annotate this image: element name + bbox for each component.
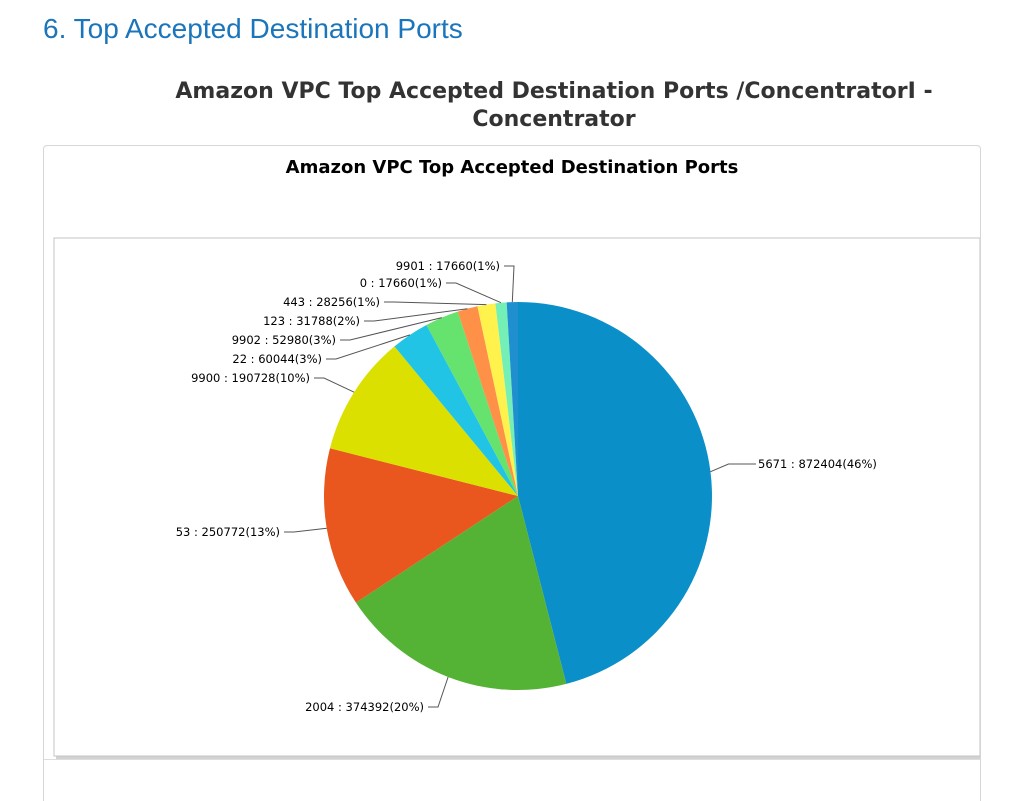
pie-slice-443 <box>477 303 518 496</box>
pie-slice-53 <box>324 448 518 603</box>
slice-labels: 5671 : 872404(46%) 2004 : 374392(20%) 53 :… <box>176 259 877 714</box>
leader-line-2004 <box>428 676 449 708</box>
pie-slice-9901 <box>506 302 518 496</box>
pie-slice-9902 <box>426 311 518 496</box>
slice-label-22: 22 : 60044(3%) <box>232 352 322 366</box>
slice-label-9900: 9900 : 190728(10%) <box>191 371 310 385</box>
slice-label-9901: 9901 : 17660(1%) <box>396 259 500 273</box>
leader-lines <box>284 265 756 708</box>
pie-slice-2004 <box>355 496 567 690</box>
leader-line-9900 <box>314 377 355 393</box>
leader-line-5671 <box>710 463 756 473</box>
pie-slice-22 <box>394 324 518 496</box>
chart-title: Amazon VPC Top Accepted Destination Port… <box>286 157 739 178</box>
chart-panel: Amazon VPC Top Accepted Destination Port… <box>43 145 981 801</box>
leader-line-443 <box>384 301 487 306</box>
pie-slices <box>324 302 712 690</box>
leader-line-9902 <box>340 317 442 341</box>
pie-slice-0 <box>495 302 518 496</box>
pie-slice-123 <box>457 306 518 496</box>
slice-label-123: 123 : 31788(2%) <box>263 314 360 328</box>
pie-slice-5671 <box>518 302 712 684</box>
pie-chart: Amazon VPC Top Accepted Destination Port… <box>53 157 980 760</box>
leader-line-0 <box>446 282 502 304</box>
leader-line-22 <box>326 334 411 360</box>
report-title: Amazon VPC Top Accepted Destination Port… <box>175 79 933 132</box>
leader-line-53 <box>284 527 327 533</box>
slice-label-2004: 2004 : 374392(20%) <box>305 700 424 714</box>
slice-label-0: 0 : 17660(1%) <box>360 276 442 290</box>
pie-slice-9900 <box>329 346 518 496</box>
leader-line-123 <box>364 308 468 322</box>
slice-label-5671: 5671 : 872404(46%) <box>758 457 877 471</box>
slice-label-53: 53 : 250772(13%) <box>176 525 280 539</box>
leader-line-9901 <box>504 265 515 303</box>
section-heading: 6. Top Accepted Destination Ports <box>43 13 463 44</box>
slice-label-443: 443 : 28256(1%) <box>283 295 380 309</box>
panel-divider <box>44 759 980 760</box>
slice-label-9902: 9902 : 52980(3%) <box>232 333 336 347</box>
